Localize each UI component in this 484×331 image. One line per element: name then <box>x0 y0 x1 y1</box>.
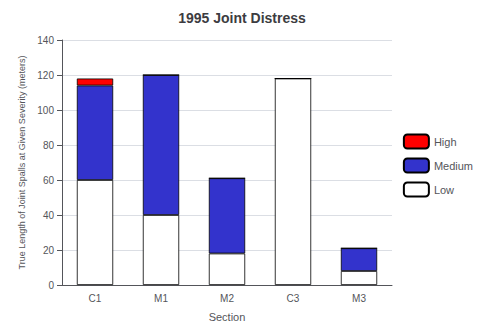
svg-text:M3: M3 <box>352 293 366 304</box>
svg-text:M2: M2 <box>220 293 234 304</box>
svg-text:Section: Section <box>209 311 246 323</box>
svg-text:1995 Joint Distress: 1995 Joint Distress <box>178 10 306 26</box>
svg-text:High: High <box>434 136 457 148</box>
svg-text:C3: C3 <box>287 293 300 304</box>
svg-text:20: 20 <box>43 245 55 256</box>
svg-text:C1: C1 <box>89 293 102 304</box>
svg-text:Low: Low <box>434 184 454 196</box>
svg-text:True Length of Joint Spalls at: True Length of Joint Spalls at Given Sev… <box>17 56 27 270</box>
svg-text:80: 80 <box>43 140 55 151</box>
svg-text:Medium: Medium <box>434 160 473 172</box>
svg-text:120: 120 <box>37 70 54 81</box>
svg-text:100: 100 <box>37 105 54 116</box>
svg-text:M1: M1 <box>154 293 168 304</box>
svg-text:60: 60 <box>43 175 55 186</box>
svg-text:40: 40 <box>43 210 55 221</box>
svg-text:140: 140 <box>37 35 54 46</box>
svg-text:0: 0 <box>48 280 54 291</box>
